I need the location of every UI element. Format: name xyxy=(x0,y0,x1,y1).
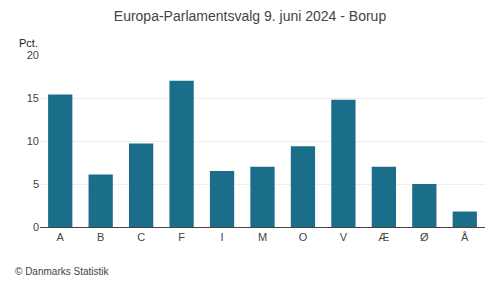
svg-text:10: 10 xyxy=(27,135,39,147)
svg-text:B: B xyxy=(97,231,104,243)
svg-text:Pct.: Pct. xyxy=(19,37,38,49)
svg-text:© Danmarks Statistik: © Danmarks Statistik xyxy=(15,266,110,277)
svg-text:V: V xyxy=(340,231,348,243)
svg-text:Å: Å xyxy=(461,231,469,243)
svg-text:20: 20 xyxy=(27,49,39,61)
svg-text:A: A xyxy=(57,231,65,243)
svg-text:Ø: Ø xyxy=(420,231,429,243)
svg-text:15: 15 xyxy=(27,92,39,104)
svg-text:F: F xyxy=(178,231,185,243)
svg-text:C: C xyxy=(137,231,145,243)
svg-text:Æ: Æ xyxy=(378,231,389,243)
svg-text:Europa-Parlamentsvalg 9. juni: Europa-Parlamentsvalg 9. juni 2024 - Bor… xyxy=(114,8,387,24)
svg-text:I: I xyxy=(221,231,224,243)
svg-text:O: O xyxy=(299,231,308,243)
svg-text:M: M xyxy=(258,231,267,243)
svg-text:0: 0 xyxy=(33,221,39,233)
svg-text:5: 5 xyxy=(33,178,39,190)
